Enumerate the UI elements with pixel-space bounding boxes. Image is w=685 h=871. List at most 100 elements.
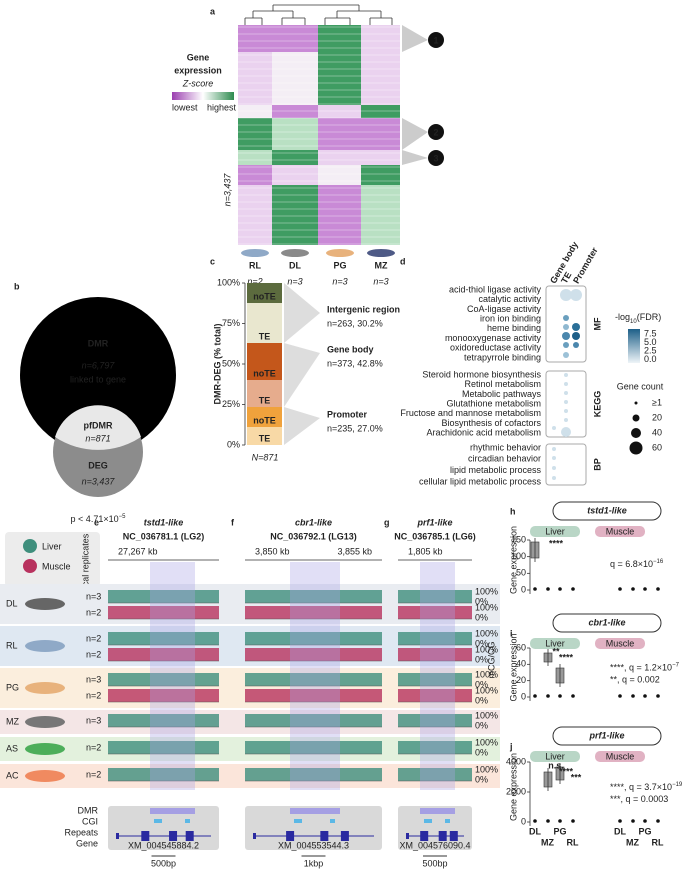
label: Gene expression [508,633,518,701]
label: DMR [88,338,109,348]
label: PG [333,260,346,270]
stat-label: q = 6.8×10−16 [610,559,664,570]
text: ****, q = 1.2×10 [610,663,672,673]
panel-label: f [231,517,235,527]
label: **** [549,538,564,548]
label: noTE [253,368,276,378]
stat-label: p < 4.71×10−5 [71,514,127,525]
heatmap-block [361,185,400,245]
label: DEG [88,460,108,470]
point [656,587,660,591]
label: 3 [433,153,438,163]
venn-dmr [20,297,176,453]
group-box [545,443,587,486]
label: **** [559,766,574,776]
fish-icon [25,640,65,652]
label: 4000 [506,756,526,766]
label: iron ion binding [480,313,541,323]
color-scale [172,92,234,100]
stat-label: ****, q = 1.2×10−7 [610,662,680,673]
enrichment-dot [572,332,580,340]
label: 0% [475,638,488,648]
label: 100% [475,685,498,695]
label: 25% [222,399,240,409]
legend-swatch [23,539,37,553]
fish-icon [281,249,309,257]
label: KEGG [592,391,602,418]
enrichment-dot [552,476,556,480]
label: XM_004545884.2 [128,840,199,850]
point [643,694,647,698]
point [571,694,575,698]
label: 60 [652,442,662,452]
label: XM_004553544.3 [278,840,349,850]
label: PG [6,682,19,692]
enrichment-dot [562,332,570,340]
label: TE [259,331,271,341]
cgi [424,819,432,823]
label: Steroid hormone biosynthesis [422,369,541,379]
point [558,819,562,823]
enrichment-dot [552,466,556,470]
label: n.s. [548,760,564,770]
methylation-track [108,673,219,686]
label: tstd1-like [144,517,184,527]
label: PG [553,826,566,836]
heatmap-block [238,185,272,245]
legend-title: -log10(FDR) [615,312,661,324]
heatmap-block [318,52,361,105]
enrichment-dot [564,409,568,413]
label: Retinol metabolism [464,379,541,389]
stat-label: **, q = 0.002 [610,675,660,685]
exon [185,831,194,841]
enrichment-dot [573,342,579,348]
label: n=2 [86,742,101,752]
panel-label: j [509,741,513,751]
marker [428,150,444,166]
label: n=3,437 [82,476,116,486]
point [571,587,575,591]
label: n=6,797 [82,360,116,370]
size-key [631,428,641,438]
label: N=871 [252,452,279,462]
label: 0% [475,654,488,664]
heatmap-block [272,25,318,52]
label: n=871 [85,433,110,443]
tissue-pill [595,751,645,762]
label: Muscle [42,561,71,571]
panel-label: c [210,256,215,266]
panel-label: b [14,281,20,291]
methylation-track [108,714,219,727]
point [533,694,537,698]
methylation-track [108,689,219,702]
text: (FDR) [637,312,662,322]
label: RL [249,260,261,270]
methylation-track [398,632,472,645]
label: Liver [42,541,62,551]
subscript: 10 [630,319,637,325]
label: 100% [475,764,498,774]
enrichment-dot [564,418,568,422]
color-scale [628,329,640,363]
enrichment-dot [563,324,569,330]
heatmap-block [272,185,318,245]
label: 100% [217,277,240,287]
heatmap-block [318,105,361,118]
label: Liver [545,751,565,761]
label: DMR [78,805,99,815]
methylation-track [245,632,382,645]
methylation-track [108,648,219,661]
bar-segment [247,283,282,303]
cgi [294,819,302,823]
label: 500bp [422,858,447,868]
label: TE [259,395,271,405]
label: n=2 [86,649,101,659]
label: Gene body [327,344,374,354]
label: 100% [475,602,498,612]
methylation-track [245,768,382,781]
dmr-highlight [420,562,455,790]
bar-segment [247,303,282,343]
heatmap-block [272,165,318,185]
fish-icon [25,743,65,755]
panel-label: d [400,256,406,266]
